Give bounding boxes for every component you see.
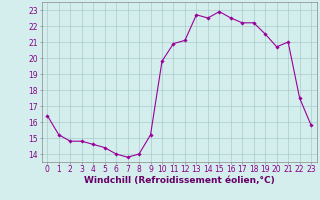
X-axis label: Windchill (Refroidissement éolien,°C): Windchill (Refroidissement éolien,°C) [84, 176, 275, 185]
